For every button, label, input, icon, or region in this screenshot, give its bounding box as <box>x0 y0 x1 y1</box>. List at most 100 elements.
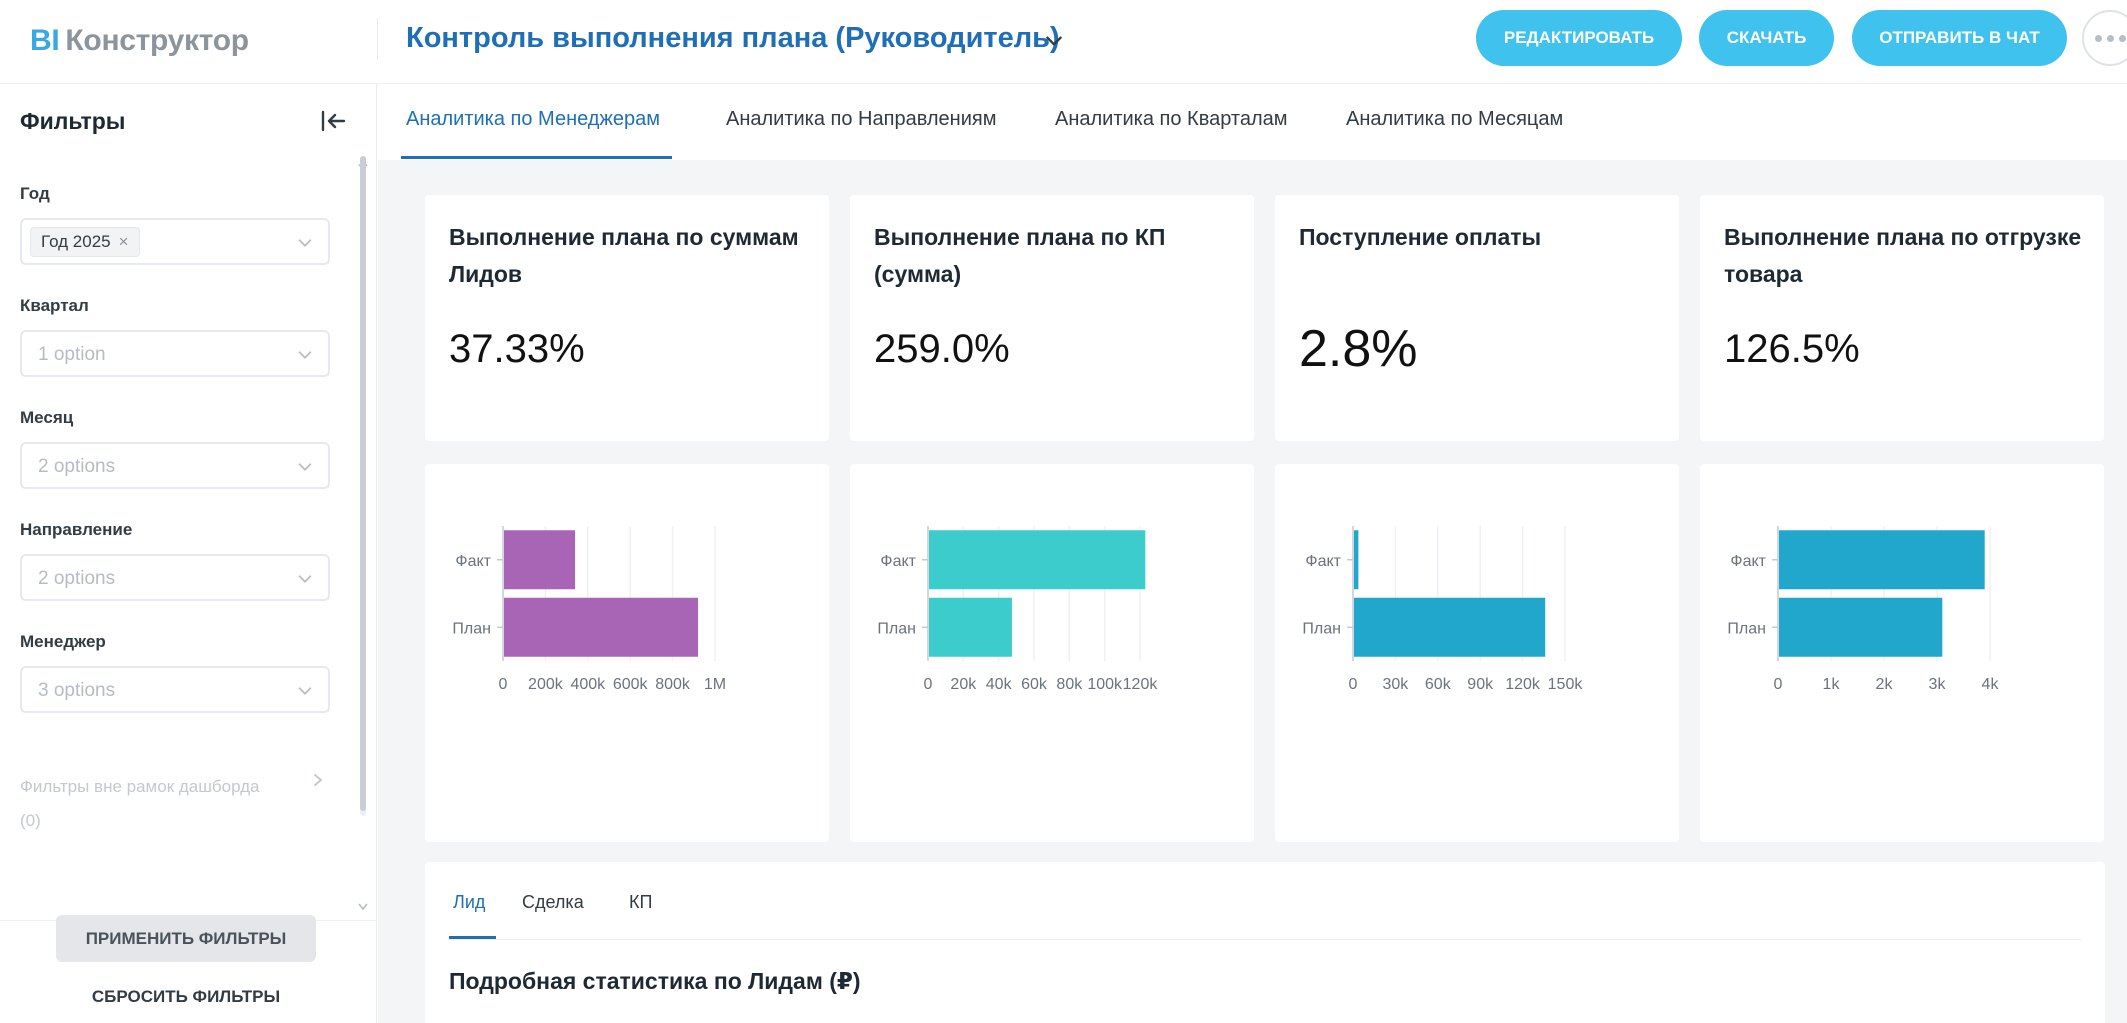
year-chip-label: Год 2025 <box>41 232 111 251</box>
x-tick-label: 200k <box>528 676 564 693</box>
sidebar-scrollbar[interactable] <box>360 156 366 816</box>
category-label: Факт <box>1305 553 1341 570</box>
more-dot-icon <box>2118 34 2126 42</box>
x-tick-label: 0 <box>499 676 508 693</box>
filter-manager-label: Менеджер <box>20 632 106 651</box>
top-bar: BI Конструктор Контроль выполнения плана … <box>0 0 2127 84</box>
x-tick-label: 0 <box>1774 676 1783 693</box>
tab-months[interactable]: Аналитика по Месяцам <box>1346 108 1564 130</box>
more-dot-icon <box>2094 34 2102 42</box>
download-button[interactable]: СКАЧАТЬ <box>1699 10 1834 66</box>
x-tick-label: 120k <box>1505 676 1541 693</box>
kpi-value: 37.33% <box>449 327 585 371</box>
x-tick-label: 400k <box>570 676 606 693</box>
kpi-card-proposals: Выполнение плана по КП (сумма) 259.0% <box>850 195 1254 441</box>
header-divider <box>377 18 378 60</box>
x-tick-label: 80k <box>1056 676 1083 693</box>
filter-direction-select[interactable]: 2 options <box>20 554 330 601</box>
collapse-sidebar-icon[interactable] <box>318 106 348 136</box>
proposals-bar-chart: Факт План 0 20k 40k 60k 80k 100k 120k <box>877 526 1159 693</box>
analytics-tabs: Аналитика по Менеджерам Аналитика по Нап… <box>378 84 2127 160</box>
reset-filters-button[interactable]: СБРОСИТЬ ФИЛЬТРЫ <box>56 980 316 1014</box>
x-tick-label: 90k <box>1467 676 1494 693</box>
kpi-title: Выполнение плана по отгрузке товара <box>1724 224 2082 287</box>
bar <box>929 597 1012 657</box>
send-to-chat-button[interactable]: ОТПРАВИТЬ В ЧАТ <box>1852 10 2067 66</box>
bar <box>504 530 576 590</box>
chevron-down-icon <box>298 239 312 247</box>
tab-directions[interactable]: Аналитика по Направлениям <box>726 108 997 130</box>
category-label: План <box>1302 620 1341 637</box>
tab-deal[interactable]: Сделка <box>522 892 584 912</box>
detail-title: Подробная статистика по Лидам (₽) <box>449 968 861 994</box>
chevron-down-icon <box>298 687 312 695</box>
app-logo[interactable]: BI Конструктор <box>30 24 249 58</box>
brand-name: Конструктор <box>65 24 249 57</box>
filter-month-placeholder: 2 options <box>38 456 116 477</box>
chart-card-leads: Факт План 0 200k 400k 600k 800k 1M <box>425 464 829 842</box>
filter-month-select[interactable]: 2 options <box>20 442 330 489</box>
payments-bar-chart: Факт План 0 30k 60k 90k 120k 150k <box>1302 526 1584 693</box>
tab-managers[interactable]: Аналитика по Менеджерам <box>406 108 660 130</box>
scrollbar-thumb[interactable] <box>360 156 366 811</box>
kpi-card-leads: Выполнение плана по суммам Лидов 37.33% <box>425 195 829 441</box>
kpi-value: 2.8% <box>1299 320 1418 378</box>
scroll-down-icon[interactable] <box>357 902 369 912</box>
bar <box>1354 530 1359 590</box>
x-tick-label: 120k <box>1123 676 1159 693</box>
more-options-button[interactable] <box>2082 10 2127 66</box>
tab-kp[interactable]: КП <box>629 892 653 912</box>
filter-year-select[interactable]: Год 2025 × <box>20 218 330 265</box>
bar <box>1354 597 1546 657</box>
filter-quarter-label: Квартал <box>20 296 89 315</box>
filter-year-label: Год <box>20 184 50 203</box>
chevron-right-icon[interactable] <box>310 772 326 788</box>
x-tick-label: 1k <box>1823 676 1841 693</box>
kpi-title: Выполнение плана по суммам Лидов <box>449 224 799 287</box>
chart-card-shipment: Факт План 0 1k 2k 3k 4k <box>1700 464 2104 842</box>
bar <box>1779 530 1985 590</box>
kpi-value: 126.5% <box>1724 327 1860 371</box>
edit-button[interactable]: РЕДАКТИРОВАТЬ <box>1476 10 1682 66</box>
dashboard-canvas: Выполнение плана по суммам Лидов 37.33% … <box>378 160 2127 1023</box>
x-tick-label: 150k <box>1548 676 1584 693</box>
x-tick-label: 60k <box>1021 676 1048 693</box>
chevron-down-icon <box>298 575 312 583</box>
kpi-card-payments: Поступление оплаты 2.8% <box>1275 195 1679 441</box>
x-tick-label: 3k <box>1929 676 1947 693</box>
outside-filters-link[interactable]: Фильтры вне рамок дашборда (0) <box>20 777 260 830</box>
chevron-down-icon[interactable] <box>1043 30 1065 52</box>
tab-quarters[interactable]: Аналитика по Кварталам <box>1055 108 1288 130</box>
bar <box>1779 597 1943 657</box>
x-tick-label: 20k <box>950 676 977 693</box>
chevron-down-icon <box>298 351 312 359</box>
category-label: План <box>452 620 491 637</box>
x-tick-label: 4k <box>1982 676 2000 693</box>
active-detail-tab-indicator <box>449 936 496 939</box>
dashboard-title[interactable]: Контроль выполнения плана (Руководитель) <box>406 22 1060 54</box>
filter-manager-placeholder: 3 options <box>38 680 116 701</box>
chart-card-payments: Факт План 0 30k 60k 90k 120k 150k <box>1275 464 1679 842</box>
x-tick-label: 60k <box>1425 676 1452 693</box>
year-chip[interactable]: Год 2025 × <box>30 227 140 257</box>
category-label: План <box>877 620 916 637</box>
apply-filters-button[interactable]: ПРИМЕНИТЬ ФИЛЬТРЫ <box>56 915 316 962</box>
x-tick-label: 30k <box>1383 676 1410 693</box>
x-tick-label: 100k <box>1087 676 1123 693</box>
chart-card-proposals: Факт План 0 20k 40k 60k 80k 100k 120k <box>850 464 1254 842</box>
category-label: Факт <box>880 553 916 570</box>
kpi-title: Поступление оплаты <box>1299 224 1542 250</box>
x-tick-label: 0 <box>1349 676 1358 693</box>
filter-quarter-select[interactable]: 1 option <box>20 330 330 377</box>
bar <box>929 530 1146 590</box>
x-tick-label: 600k <box>613 676 649 693</box>
brand-bi: BI <box>30 24 60 57</box>
category-label: Факт <box>1730 553 1766 570</box>
filter-manager-select[interactable]: 3 options <box>20 666 330 713</box>
x-tick-label: 0 <box>924 676 933 693</box>
kpi-value: 259.0% <box>874 327 1010 371</box>
category-label: Факт <box>455 553 491 570</box>
tab-lead[interactable]: Лид <box>453 892 486 912</box>
filters-title: Фильтры <box>20 108 126 134</box>
close-icon[interactable]: × <box>118 232 129 251</box>
